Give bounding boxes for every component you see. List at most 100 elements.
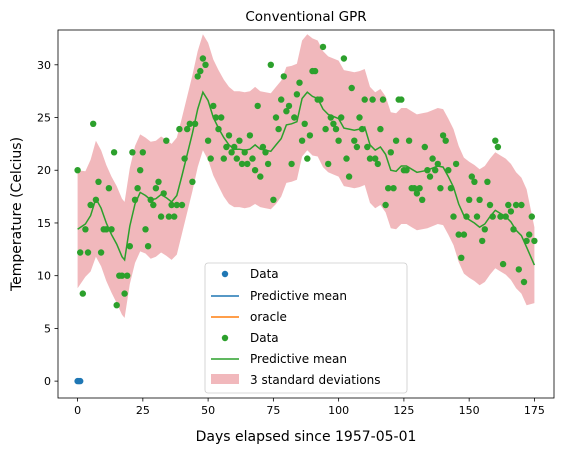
data-point: [531, 237, 538, 245]
data-point: [416, 185, 423, 192]
data-point: [186, 120, 193, 128]
data-point: [372, 155, 379, 162]
data-point: [374, 160, 381, 168]
data-point: [343, 155, 350, 162]
data-point: [473, 213, 481, 220]
data-point: [512, 201, 520, 209]
legend-label: oracle: [250, 310, 287, 324]
y-tick-label: 20: [37, 164, 51, 177]
data-point: [382, 201, 389, 209]
legend: Data Predictive mean oracle Data Predict…: [204, 262, 408, 394]
data-point: [364, 143, 371, 151]
data-point: [460, 231, 468, 238]
x-tick-label: 125: [393, 404, 414, 417]
data-point: [90, 120, 97, 128]
data-point: [434, 160, 441, 168]
data-point: [150, 201, 157, 209]
data-point: [152, 185, 160, 192]
data-point: [377, 125, 384, 133]
data-point: [392, 137, 400, 144]
data-point: [426, 173, 434, 180]
data-point: [479, 237, 486, 245]
data-point: [298, 137, 306, 144]
data-point: [445, 167, 452, 174]
data-point: [452, 160, 460, 168]
data-point: [293, 91, 301, 98]
predictive-mean-line: [77, 90, 536, 266]
data-point: [455, 231, 462, 238]
data-point: [398, 96, 405, 103]
data-point: [518, 201, 525, 209]
data-point: [126, 243, 133, 250]
y-tick-label: 30: [37, 59, 51, 72]
data-point: [77, 377, 84, 385]
data-point: [77, 249, 84, 256]
legend-entry-mean-blue: Predictive mean: [211, 289, 347, 303]
legend-entry-mean-green: Predictive mean: [211, 352, 347, 366]
legend-entry-oracle: oracle: [211, 310, 287, 324]
data-point: [157, 213, 165, 220]
data-point: [264, 160, 272, 168]
y-tick-label: 0: [44, 375, 51, 388]
data-point: [419, 196, 426, 203]
legend-patch-icon: [211, 374, 239, 384]
x-tick-label: 100: [328, 404, 349, 417]
x-tick-label: 50: [201, 404, 215, 417]
data-point: [526, 231, 533, 238]
data-point: [249, 155, 256, 162]
data-point: [484, 178, 491, 185]
legend-label: Data: [250, 267, 279, 281]
data-point: [95, 178, 102, 185]
x-tick-label: 175: [524, 404, 545, 417]
data-point: [110, 149, 118, 156]
data-point: [481, 226, 488, 233]
data-point: [74, 167, 81, 174]
data-point: [330, 120, 337, 128]
data-point: [228, 149, 235, 156]
data-point: [210, 102, 217, 110]
legend-label: Predictive mean: [250, 289, 347, 303]
data-point: [176, 125, 183, 133]
data-point: [251, 167, 259, 174]
y-tick-label: 15: [37, 217, 51, 230]
data-point: [194, 73, 201, 80]
data-point: [450, 213, 457, 220]
data-point: [280, 73, 287, 80]
legend-box: [204, 262, 408, 394]
data-point: [356, 114, 363, 121]
data-point: [403, 167, 410, 174]
data-point: [267, 61, 274, 68]
data-point: [432, 167, 439, 174]
data-point: [319, 43, 327, 51]
y-tick-label: 5: [44, 322, 51, 335]
data-point: [139, 149, 146, 156]
data-point: [184, 125, 191, 133]
y-tick-label: 25: [37, 112, 51, 125]
data-point: [82, 226, 89, 233]
data-point: [285, 102, 293, 110]
data-point: [528, 213, 535, 220]
data-point: [296, 79, 303, 86]
data-point: [288, 160, 295, 168]
legend-entry-data-green: Data: [221, 331, 279, 345]
legend-label: Predictive mean: [250, 352, 347, 366]
data-point: [197, 67, 204, 75]
data-point: [505, 201, 512, 209]
y-axis-title: Temperature (Celcius): [9, 137, 25, 292]
data-point: [173, 201, 180, 209]
predictive-mean-layer: [77, 90, 536, 266]
data-point: [515, 266, 522, 273]
green-data-points: [74, 43, 538, 309]
data-point: [121, 290, 128, 297]
data-point: [275, 125, 282, 133]
data-point: [466, 196, 473, 203]
data-point: [353, 143, 361, 151]
data-point: [351, 137, 358, 144]
data-point: [244, 160, 251, 168]
legend-label: Data: [250, 331, 279, 345]
data-point: [421, 143, 428, 151]
data-point: [87, 201, 94, 209]
data-point: [238, 160, 246, 168]
data-point: [259, 143, 267, 151]
